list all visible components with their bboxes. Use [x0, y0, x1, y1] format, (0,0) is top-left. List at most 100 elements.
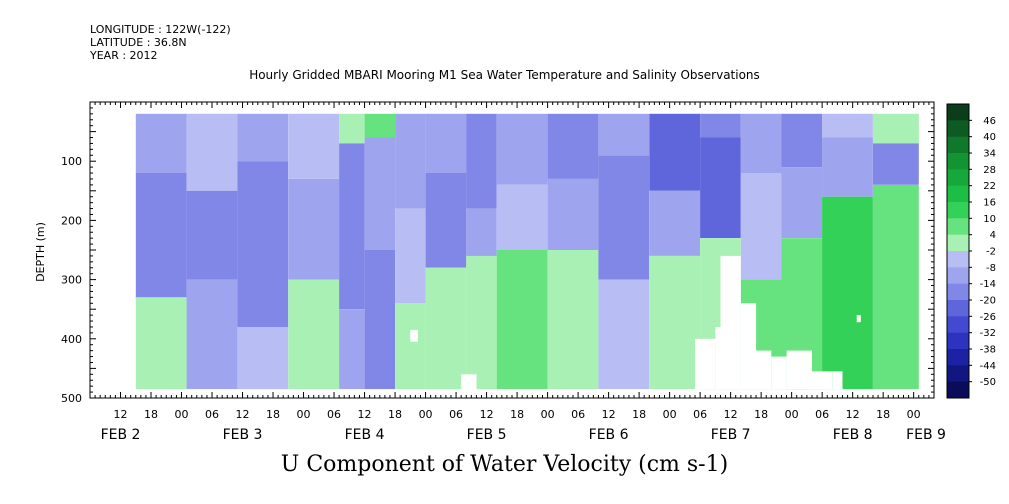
colorbar-swatch — [947, 267, 969, 285]
x-date-label: FEB 2 — [101, 427, 141, 443]
x-tick-label: 06 — [815, 408, 829, 421]
colorbar-swatch — [947, 300, 969, 317]
heatmap-cell — [135, 173, 187, 298]
x-tick-label: 12 — [236, 408, 250, 421]
x-tick-label: 00 — [419, 408, 433, 421]
x-tick-label: 12 — [602, 408, 616, 421]
colorbar-swatch — [947, 120, 969, 138]
x-tick-label: 18 — [388, 408, 402, 421]
colorbar-swatch — [947, 169, 969, 187]
x-tick-label: 18 — [266, 408, 280, 421]
heatmap-cell — [781, 167, 823, 239]
heatmap-cell — [466, 208, 497, 256]
y-tick-label: 400 — [61, 333, 82, 346]
colorbar-label: 16 — [983, 198, 996, 209]
heatmap-cell — [135, 113, 187, 173]
colorbar-label: 34 — [983, 149, 996, 160]
colorbar-swatch — [947, 332, 969, 350]
x-tick-label: 12 — [358, 408, 372, 421]
chart-title: Hourly Gridded MBARI Mooring M1 Sea Wate… — [249, 68, 760, 82]
heatmap-cell — [740, 173, 782, 280]
colorbar-label: -2 — [986, 247, 996, 258]
x-tick-label: 18 — [754, 408, 768, 421]
colorbar-label: -26 — [980, 312, 996, 323]
x-tick-label: 12 — [114, 408, 128, 421]
colorbar-label: -14 — [980, 279, 996, 290]
colorbar-swatch — [947, 218, 969, 236]
colorbar-label: -32 — [980, 328, 996, 339]
heatmap-cell — [700, 137, 741, 239]
colorbar-label: -44 — [980, 361, 996, 372]
colorbar-label: -38 — [980, 345, 996, 356]
heatmap-cell — [496, 184, 548, 250]
x-tick-label: 18 — [510, 408, 524, 421]
x-tick-label: 00 — [785, 408, 799, 421]
x-tick-label: 06 — [449, 408, 463, 421]
x-tick-label: 12 — [480, 408, 494, 421]
heatmap-cell — [873, 143, 919, 185]
variable-title: U Component of Water Velocity (cm s-1) — [280, 452, 729, 477]
x-axis-ticks: 12 18 00 06 12 18 00 06 12 18 00 06 12 18 00 06 12 18 00 06… — [89, 102, 946, 443]
heatmap-cell — [822, 113, 873, 138]
y-tick-label: 100 — [61, 155, 82, 168]
x-date-label: FEB 6 — [589, 427, 629, 443]
colorbar: 46 40 34 28 22 16 10 4 -2 -8 -14 -20 -26 -32 -38 -44 -50 — [946, 103, 996, 399]
heatmap-cell — [649, 255, 701, 390]
colorbar-label: 46 — [983, 116, 996, 127]
heatmap-cell — [339, 113, 365, 144]
x-tick-label: 06 — [693, 408, 707, 421]
heatmap-cell — [186, 279, 238, 390]
latitude-label: LATITUDE : 36.8N — [90, 36, 187, 49]
heatmap-cell — [649, 113, 701, 191]
y-tick-label: 300 — [61, 274, 82, 287]
x-tick-label: 18 — [144, 408, 158, 421]
x-tick-label: 00 — [907, 408, 921, 421]
heatmap-cell — [425, 267, 467, 390]
heatmap-cell — [425, 113, 467, 173]
colorbar-swatch — [947, 251, 969, 268]
missing-data-cell — [410, 329, 418, 342]
heatmap-cell — [288, 179, 340, 280]
heatmap-cell — [822, 196, 873, 390]
x-date-label: FEB 7 — [711, 427, 751, 443]
y-tick-label: 500 — [61, 392, 82, 405]
x-tick-label: 18 — [632, 408, 646, 421]
heatmap-cell — [395, 303, 426, 390]
heatmap-cell — [466, 113, 497, 209]
colorbar-label: -8 — [986, 263, 996, 274]
heatmap-cell — [781, 113, 823, 168]
heatmap-cell — [186, 113, 238, 191]
longitude-label: LONGITUDE : 122W(-122) — [90, 23, 231, 36]
year-label: YEAR : 2012 — [90, 49, 158, 62]
missing-data-cell — [856, 315, 861, 323]
heatmap-cell — [649, 190, 701, 256]
x-date-label: FEB 5 — [467, 427, 507, 443]
missing-data-cell — [771, 356, 787, 390]
heatmap-cell — [237, 327, 289, 390]
x-tick-label: 12 — [724, 408, 738, 421]
missing-data-cell — [740, 303, 757, 390]
heatmap-cell — [395, 208, 426, 304]
heatmap-cell — [598, 155, 650, 280]
heatmap-cell — [288, 279, 340, 390]
heatmap-cell — [873, 184, 919, 390]
colorbar-label: 28 — [983, 165, 996, 176]
missing-data-cell — [461, 374, 477, 390]
heatmap-cell — [547, 179, 599, 250]
x-tick-label: 00 — [663, 408, 677, 421]
colorbar-label: 22 — [983, 181, 996, 192]
x-tick-label: 06 — [327, 408, 341, 421]
heatmap-cell — [364, 113, 396, 138]
missing-data-cell — [756, 350, 772, 390]
heatmap-cell — [339, 143, 365, 310]
colorbar-swatch — [947, 381, 969, 399]
heatmap-cell — [740, 113, 782, 173]
x-tick-label: 00 — [297, 408, 311, 421]
colorbar-label: 40 — [983, 132, 996, 143]
missing-data-cell — [832, 371, 843, 390]
missing-data-cell — [695, 338, 716, 390]
colorbar-swatch — [947, 153, 969, 170]
heatmap-cell — [135, 297, 187, 390]
heatmap-cell — [466, 255, 497, 390]
